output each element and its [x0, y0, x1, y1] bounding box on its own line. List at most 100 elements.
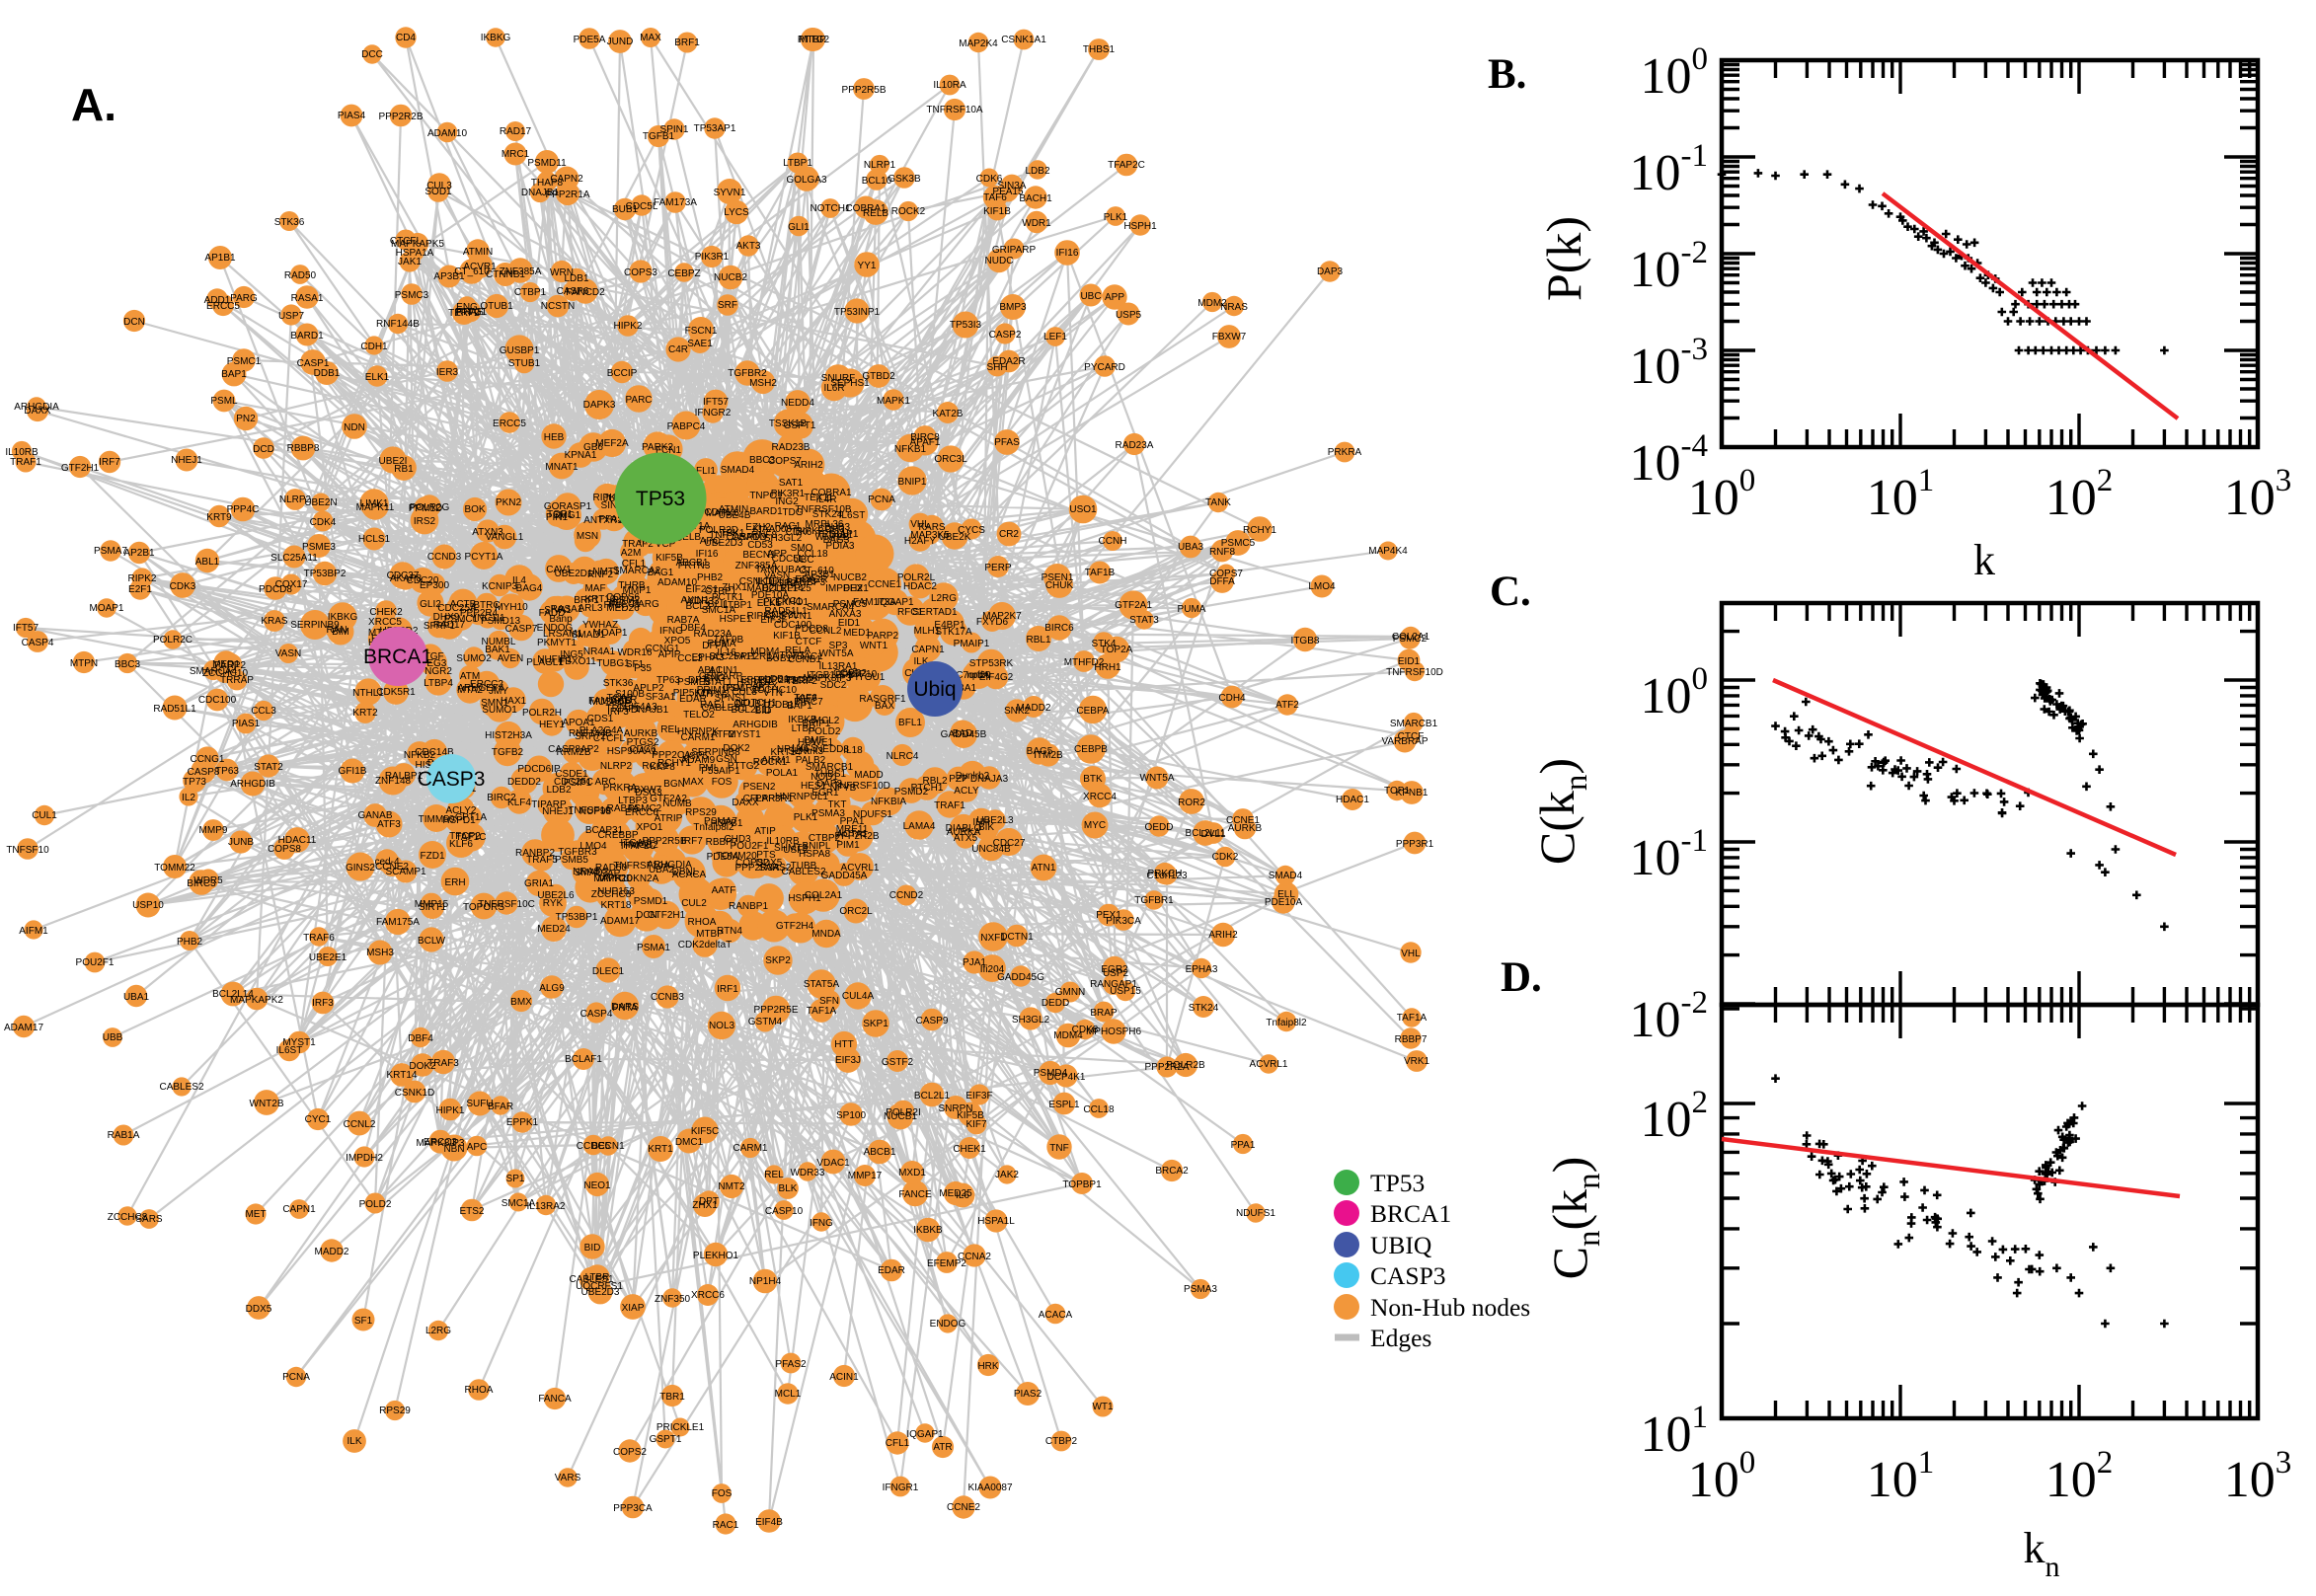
svg-text:CAV1: CAV1 — [546, 565, 572, 575]
svg-text:IFI16: IFI16 — [1056, 248, 1079, 259]
svg-text:A2M: A2M — [621, 548, 642, 559]
svg-text:PSMC1: PSMC1 — [227, 356, 262, 367]
svg-text:BGN: BGN — [663, 779, 685, 790]
svg-text:GTF2H4: GTF2H4 — [776, 921, 814, 932]
svg-text:CDC100: CDC100 — [198, 695, 237, 706]
svg-text:PSEN2: PSEN2 — [743, 782, 776, 793]
svg-text:BACH1: BACH1 — [1019, 193, 1052, 204]
svg-text:CCNA2: CCNA2 — [958, 1252, 991, 1262]
svg-text:HNRNPK: HNRNPK — [677, 726, 720, 737]
svg-text:GSPT1: GSPT1 — [650, 1434, 682, 1445]
svg-text:ARIH2: ARIH2 — [1208, 930, 1238, 941]
svg-text:ACACA: ACACA — [1039, 1310, 1073, 1321]
svg-text:RANGAP1: RANGAP1 — [1090, 979, 1137, 990]
svg-text:UBB: UBB — [103, 1032, 123, 1043]
svg-text:BIRC8: BIRC8 — [910, 432, 940, 443]
svg-text:CHEK1: CHEK1 — [953, 1144, 986, 1155]
svg-text:KAT2B: KAT2B — [933, 409, 964, 419]
svg-text:TFAP2C: TFAP2C — [1108, 160, 1145, 171]
svg-text:CARM1: CARM1 — [733, 1143, 767, 1154]
svg-text:SERTAD1: SERTAD1 — [912, 607, 958, 618]
svg-text:UBA1: UBA1 — [123, 992, 150, 1003]
svg-text:RBBP8: RBBP8 — [287, 443, 320, 454]
svg-text:RANBP1: RANBP1 — [729, 901, 768, 912]
svg-text:WNT2B: WNT2B — [250, 1099, 284, 1109]
svg-text:COL2A1: COL2A1 — [805, 890, 843, 901]
svg-text:PPP2R5E: PPP2R5E — [753, 1005, 798, 1016]
svg-text:MSN: MSN — [577, 531, 598, 542]
svg-text:ILK: ILK — [347, 1436, 361, 1447]
svg-text:NDUFS1: NDUFS1 — [1236, 1208, 1275, 1219]
svg-text:KLF4: KLF4 — [507, 798, 531, 808]
svg-text:RIPK2: RIPK2 — [128, 573, 157, 584]
svg-text:PKMYT1: PKMYT1 — [537, 638, 577, 648]
svg-text:USP10: USP10 — [132, 900, 164, 911]
svg-text:PUMA: PUMA — [1178, 604, 1206, 615]
svg-text:OEDD: OEDD — [1145, 822, 1174, 833]
svg-text:MYST1: MYST1 — [728, 729, 761, 740]
svg-text:CDK2: CDK2 — [1212, 852, 1239, 863]
svg-text:TNFSF10: TNFSF10 — [6, 845, 49, 856]
svg-text:MNDA: MNDA — [811, 929, 841, 940]
svg-text:FANCA: FANCA — [538, 1394, 572, 1405]
svg-text:ING5: ING5 — [560, 649, 583, 660]
svg-text:ATM: ATM — [460, 671, 480, 682]
svg-text:BCL2L11: BCL2L11 — [732, 705, 772, 716]
svg-text:PCYT1A: PCYT1A — [465, 552, 503, 563]
svg-text:RAB1A: RAB1A — [108, 1130, 140, 1141]
svg-text:MTBP: MTBP — [799, 35, 826, 45]
svg-text:CCND2: CCND2 — [889, 890, 924, 901]
svg-text:FBXW7: FBXW7 — [1212, 332, 1247, 342]
svg-text:BRCA1: BRCA1 — [363, 646, 432, 668]
svg-text:SMAD4: SMAD4 — [721, 465, 755, 476]
svg-text:CFL1: CFL1 — [886, 1438, 910, 1449]
svg-text:PJA1: PJA1 — [963, 957, 986, 968]
svg-text:PSMA3: PSMA3 — [1184, 1284, 1217, 1295]
svg-text:MMP2: MMP2 — [598, 874, 627, 884]
svg-text:CASP3: CASP3 — [1370, 1261, 1446, 1290]
svg-text:HDAC11: HDAC11 — [278, 835, 317, 846]
svg-text:STP53RK: STP53RK — [969, 658, 1014, 669]
svg-text:BFAR: BFAR — [488, 1102, 513, 1112]
svg-text:STK36: STK36 — [603, 678, 634, 689]
svg-text:CDK5R1: CDK5R1 — [376, 687, 416, 698]
svg-text:TP53BP1: TP53BP1 — [556, 912, 598, 923]
svg-text:CTCFL: CTCFL — [390, 236, 423, 247]
svg-text:TNFRSF10A: TNFRSF10A — [926, 105, 983, 115]
svg-text:PEX1: PEX1 — [843, 583, 869, 594]
svg-text:MDM4: MDM4 — [1053, 1030, 1083, 1041]
svg-text:HEY1: HEY1 — [539, 720, 566, 730]
svg-text:COPS3: COPS3 — [624, 267, 657, 278]
svg-text:STK36: STK36 — [274, 217, 305, 228]
svg-text:PDCD8: PDCD8 — [259, 584, 292, 595]
svg-text:KRT14: KRT14 — [387, 1070, 418, 1081]
svg-text:DAXX: DAXX — [24, 406, 51, 417]
svg-text:BCL2L1: BCL2L1 — [914, 1091, 951, 1102]
svg-text:SIVA1: SIVA1 — [544, 605, 572, 616]
svg-text:PSMC3: PSMC3 — [395, 290, 429, 301]
svg-text:BRCA1: BRCA1 — [1370, 1199, 1451, 1228]
svg-text:NCSTN: NCSTN — [541, 301, 575, 312]
svg-text:NUCB2: NUCB2 — [714, 272, 747, 283]
svg-text:POLA1: POLA1 — [766, 768, 799, 779]
svg-text:EIF3F: EIF3F — [965, 1091, 992, 1102]
svg-text:AURKA: AURKA — [947, 827, 981, 838]
svg-text:VASN: VASN — [275, 648, 302, 659]
svg-text:PZP: PZP — [949, 774, 968, 785]
svg-text:L2RG: L2RG — [931, 593, 957, 604]
svg-text:TNFRSF10D: TNFRSF10D — [1386, 667, 1443, 678]
svg-text:DCN: DCN — [123, 317, 145, 328]
svg-text:BMF: BMF — [804, 735, 824, 746]
svg-text:MAP2K7: MAP2K7 — [982, 611, 1022, 622]
svg-text:BRCA2: BRCA2 — [1155, 1166, 1189, 1177]
svg-text:PIAS2: PIAS2 — [1014, 1389, 1042, 1400]
svg-text:KIF1B: KIF1B — [983, 206, 1011, 217]
svg-text:AATF: AATF — [712, 885, 736, 896]
svg-text:HNRNPUL1: HNRNPUL1 — [775, 792, 828, 802]
svg-text:CAPN1: CAPN1 — [282, 1204, 316, 1215]
svg-text:CFLAR: CFLAR — [743, 794, 776, 804]
svg-text:POLR2C: POLR2C — [153, 635, 193, 646]
svg-text:NLRP2: NLRP2 — [600, 761, 633, 772]
svg-text:ATIP: ATIP — [754, 826, 776, 837]
svg-text:LDB1: LDB1 — [564, 273, 588, 284]
